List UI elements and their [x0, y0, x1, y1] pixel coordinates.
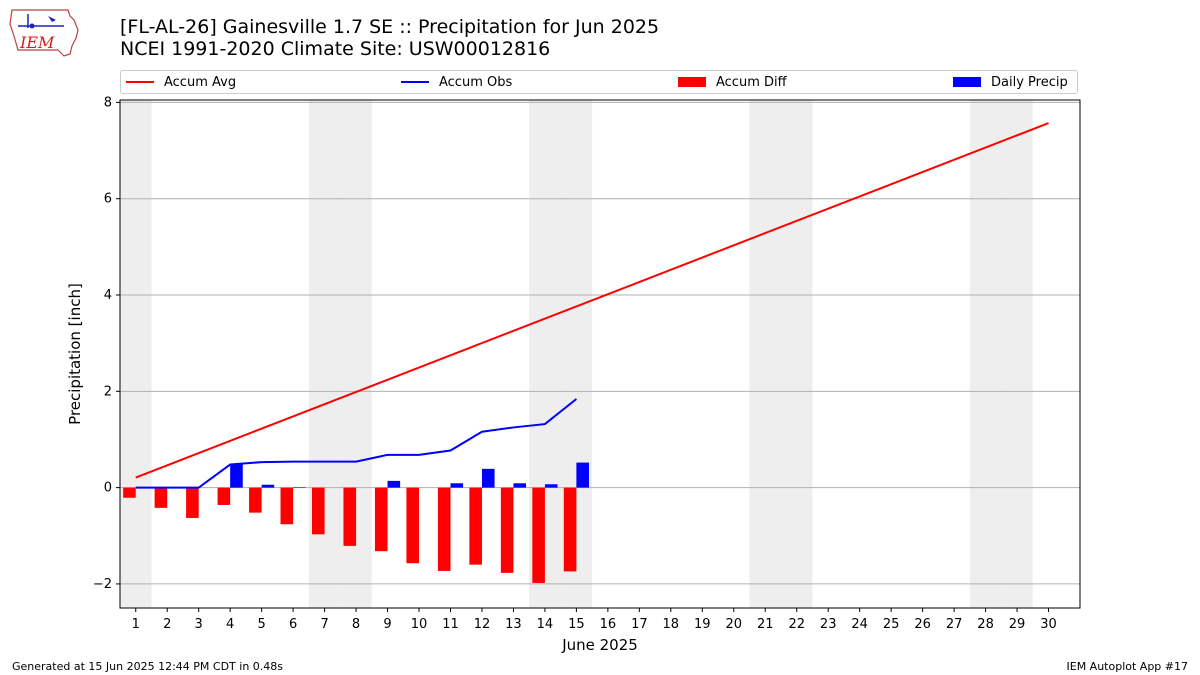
accum-diff-bar-15	[563, 487, 577, 572]
legend-swatch-accum-avg	[126, 81, 154, 83]
y-axis-label: Precipitation [inch]	[66, 283, 84, 425]
weekend-band-1	[120, 100, 152, 608]
accum-diff-bar-4	[217, 487, 231, 505]
x-tick-label-11: 11	[442, 617, 459, 632]
x-tick-label-26: 26	[914, 617, 931, 632]
footer-generated: Generated at 15 Jun 2025 12:44 PM CDT in…	[12, 660, 284, 673]
accum-diff-bar-11	[437, 487, 451, 571]
x-tick-label-6: 6	[289, 617, 297, 632]
x-tick-label-20: 20	[725, 617, 742, 632]
x-tick-label-3: 3	[195, 617, 203, 632]
accum-diff-bar-7	[312, 487, 325, 535]
footer-app: IEM Autoplot App #17	[1066, 660, 1189, 673]
title-line-1: [FL-AL-26] Gainesville 1.7 SE :: Precipi…	[120, 16, 660, 38]
legend-item-accum-avg: Accum Avg	[126, 71, 236, 93]
x-tick-label-19: 19	[694, 617, 711, 632]
legend-label-accum-avg: Accum Avg	[164, 74, 237, 90]
x-axis-label: June 2025	[561, 636, 638, 654]
accum-diff-bar-3	[186, 487, 199, 518]
weekend-band-21	[749, 100, 781, 608]
accum-diff-bar-12	[469, 487, 482, 565]
accum-diff-bar-14	[532, 487, 545, 583]
y-tick-label-0: −2	[93, 577, 112, 592]
weekend-band-22	[780, 100, 813, 608]
legend-swatch-accum-diff	[678, 77, 706, 87]
x-tick-label-23: 23	[820, 617, 837, 632]
chart-legend: Accum Avg Accum Obs Accum Diff Daily Pre…	[120, 70, 1078, 94]
daily-precip-bar-14	[544, 484, 558, 488]
accum-diff-bar-5	[249, 487, 262, 513]
x-tick-label-5: 5	[257, 617, 265, 632]
daily-precip-bar-15	[576, 462, 589, 488]
legend-label-accum-diff: Accum Diff	[716, 74, 787, 90]
x-tick-label-22: 22	[788, 617, 805, 632]
x-tick-label-8: 8	[352, 617, 360, 632]
svg-text:IEM: IEM	[19, 33, 55, 52]
series-lines	[135, 122, 1049, 489]
x-tick-label-4: 4	[226, 617, 234, 632]
plot-frame	[119, 99, 1081, 609]
y-tick-label-4: 6	[104, 192, 112, 207]
x-tick-label-27: 27	[946, 617, 963, 632]
x-tick-label-9: 9	[383, 617, 391, 632]
weekend-bands	[120, 100, 1033, 608]
legend-swatch-accum-obs	[401, 81, 429, 83]
legend-item-daily-precip: Daily Precip	[953, 71, 1068, 93]
y-tick-label-5: 8	[104, 95, 112, 110]
daily-precip-bar-11	[450, 483, 464, 488]
x-tick-label-25: 25	[883, 617, 900, 632]
accum-diff-bar-9	[374, 487, 388, 552]
x-tick-label-7: 7	[320, 617, 328, 632]
x-tick-label-12: 12	[474, 617, 491, 632]
daily-precip-bar-13	[513, 483, 527, 488]
y-tick-label-1: 0	[104, 481, 112, 496]
weekend-band-29	[1001, 100, 1033, 608]
bars	[123, 462, 589, 583]
chart-title: [FL-AL-26] Gainesville 1.7 SE :: Precipi…	[120, 16, 659, 60]
accum-obs-line	[135, 398, 578, 489]
accum-diff-bar-8	[343, 487, 357, 546]
accum-diff-bar-2	[154, 487, 168, 508]
x-tick-label-16: 16	[600, 617, 617, 632]
x-tick-label-1: 1	[132, 617, 140, 632]
accum-diff-bar-1	[123, 487, 136, 498]
accum-diff-bar-6	[280, 487, 294, 525]
x-tick-label-18: 18	[663, 617, 680, 632]
weekend-band-28	[969, 100, 1002, 608]
iem-logo: IEM	[9, 9, 79, 57]
daily-precip-bar-5	[261, 484, 275, 488]
legend-label-accum-obs: Accum Obs	[439, 74, 513, 90]
title-line-2: NCEI 1991-2020 Climate Site: USW00012816	[120, 38, 551, 60]
y-tick-label-3: 4	[104, 288, 112, 303]
x-axis-ticks: 1 2 3 4 5 6 7 8 9 10 11 12 13 14 15 16 17 18 19 20 21 22 23 24 2…	[132, 608, 1057, 632]
x-tick-label-13: 13	[505, 617, 522, 632]
legend-label-daily-precip: Daily Precip	[991, 74, 1068, 90]
y-axis-ticks: −2 0 2 4 6 8	[93, 95, 120, 592]
legend-item-accum-diff: Accum Diff	[678, 71, 787, 93]
daily-precip-bar-4	[230, 464, 243, 488]
y-tick-label-2: 2	[104, 384, 112, 399]
accum-avg-line	[135, 122, 1049, 479]
x-tick-label-2: 2	[163, 617, 171, 632]
legend-swatch-daily-precip	[953, 77, 981, 87]
x-tick-label-29: 29	[1009, 617, 1026, 632]
daily-precip-bar-12	[481, 468, 495, 488]
x-tick-label-17: 17	[631, 617, 648, 632]
legend-item-accum-obs: Accum Obs	[401, 71, 512, 93]
accum-diff-bar-10	[406, 487, 420, 564]
x-tick-label-15: 15	[568, 617, 585, 632]
x-tick-label-24: 24	[851, 617, 868, 632]
accum-diff-bar-13	[500, 487, 514, 573]
x-tick-label-21: 21	[757, 617, 774, 632]
x-tick-label-28: 28	[977, 617, 994, 632]
x-tick-label-30: 30	[1040, 617, 1057, 632]
x-tick-label-10: 10	[411, 617, 428, 632]
y-grid	[120, 101, 1080, 585]
x-tick-label-14: 14	[537, 617, 554, 632]
daily-precip-bar-9	[387, 480, 401, 488]
